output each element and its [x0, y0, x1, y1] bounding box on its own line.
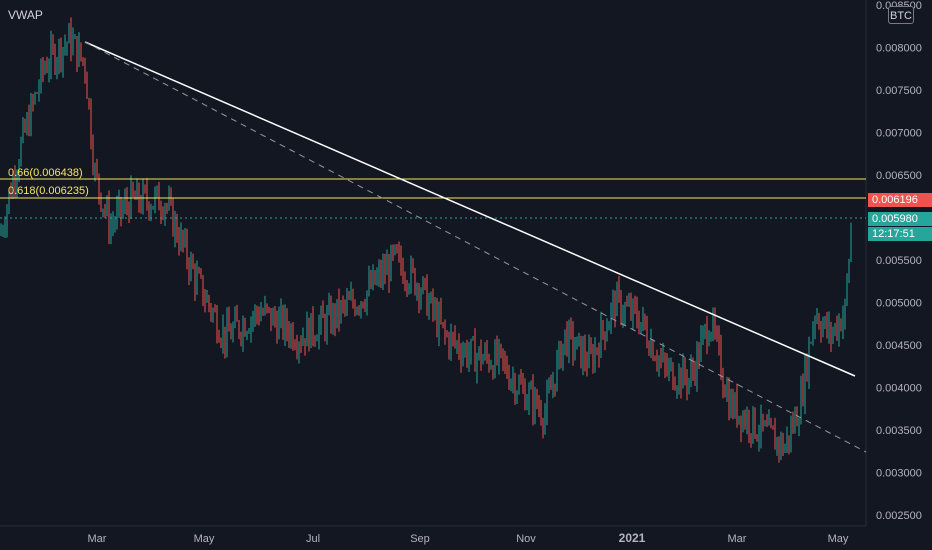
countdown-tag: 12:17:51	[868, 227, 932, 241]
time-tick-label: Sep	[410, 533, 430, 545]
alert-price-tag: 0.006196	[868, 193, 932, 207]
time-tick-label: Nov	[516, 533, 536, 545]
price-tick-label: 0.004500	[876, 340, 922, 352]
trendline-resistance[interactable]	[84, 41, 856, 377]
trendline-dashed[interactable]	[84, 41, 867, 453]
price-tick-label: 0.003000	[876, 468, 922, 480]
price-tick-label: 0.008000	[876, 43, 922, 55]
currency-badge[interactable]: BTC	[888, 6, 914, 24]
price-tick-label: 0.004000	[876, 383, 922, 395]
time-tick-label: Mar	[728, 533, 747, 545]
candles	[0, 17, 852, 463]
price-axis[interactable]: 0.0085000.0080000.0075000.0070000.006500…	[876, 0, 922, 522]
price-tick-label: 0.006500	[876, 170, 922, 182]
price-tick-label: 0.005000	[876, 298, 922, 310]
time-axis[interactable]: Mar May Jul Sep Nov 2021 Mar May	[88, 531, 849, 545]
study-label-vwap[interactable]: VWAP	[8, 8, 43, 22]
price-tick-label: 0.003500	[876, 425, 922, 437]
price-tick-label: 0.007000	[876, 128, 922, 140]
time-tick-label: May	[828, 533, 849, 545]
price-tick-label: 0.005500	[876, 255, 922, 267]
time-tick-label: Jul	[306, 533, 320, 545]
fib-label-0618: 0.618(0.006235)	[8, 185, 89, 197]
price-tick-label: 0.007500	[876, 85, 922, 97]
time-tick-label: Mar	[88, 533, 107, 545]
drawings[interactable]	[0, 41, 867, 453]
fib-label-066: 0.66(0.006438)	[8, 167, 83, 179]
time-tick-label: 2021	[619, 531, 646, 545]
price-tick-label: 0.002500	[876, 510, 922, 522]
time-tick-label: May	[194, 533, 215, 545]
last-price-tag: 0.005980	[868, 212, 932, 226]
